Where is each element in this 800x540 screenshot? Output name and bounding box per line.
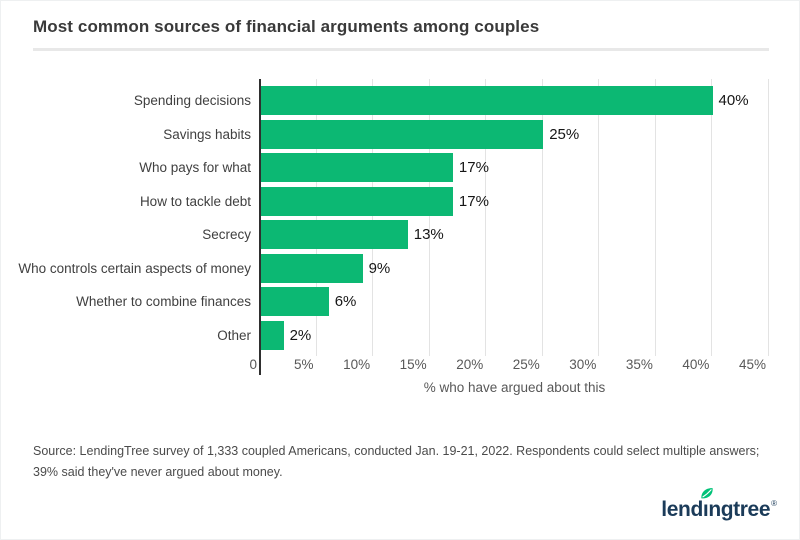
bar-row: 13% (261, 220, 769, 254)
bar (261, 119, 544, 149)
logo-letter-i: ı (701, 488, 713, 522)
bar (261, 287, 329, 316)
leaf-icon (701, 488, 713, 499)
bar-row: 17% (261, 153, 769, 187)
gridline (654, 79, 656, 356)
gridline (315, 79, 317, 356)
x-tick-label: 5% (294, 357, 314, 372)
lendingtree-logo: lend ı ngtree ® (661, 488, 777, 522)
value-label: 17% (458, 192, 489, 210)
category-label: Whether to combine finances (76, 294, 251, 309)
gridline (372, 79, 374, 356)
x-tick-label: 10% (343, 357, 371, 372)
gridline (711, 79, 713, 356)
x-axis-tick-row: 0 5% 10% 15% 20% 25% 30% 35% 40% 45% (249, 357, 769, 375)
value-label: 13% (413, 226, 444, 243)
bar-row: 9% (261, 253, 769, 288)
value-label: 40% (718, 92, 749, 109)
source-note: Source: LendingTree survey of 1,333 coup… (33, 441, 781, 482)
category-label: Savings habits (163, 126, 251, 142)
registered-mark: ® (771, 499, 777, 508)
category-label: Spending decisions (133, 93, 251, 108)
bar-row: 40% (261, 86, 769, 120)
bar (261, 186, 453, 216)
x-tick-label: 0 (249, 357, 257, 372)
y-axis-line (259, 79, 261, 375)
bar-row: 6% (261, 287, 769, 321)
value-label: 6% (334, 293, 357, 310)
x-tick-label: 40% (682, 357, 710, 372)
x-tick-label: 15% (399, 357, 427, 372)
logo-text-post: ngtree (708, 498, 771, 521)
gridline (485, 79, 487, 356)
category-label: How to tackle debt (139, 193, 251, 209)
bar-row: 2% (261, 320, 769, 355)
chart-title: Most common sources of financial argumen… (33, 17, 540, 36)
x-tick-label: 45% (738, 357, 766, 372)
category-label: Who pays for what (139, 160, 251, 175)
category-label: Other (217, 327, 251, 343)
logo-text-pre: lend (661, 498, 703, 521)
source-note-line2: 39% said they've never argued about mone… (33, 464, 283, 479)
x-tick-label: 35% (625, 357, 653, 372)
gridline (768, 79, 769, 356)
value-label: 2% (289, 326, 312, 344)
bar (261, 220, 408, 249)
category-label: Who controls certain aspects of money (18, 260, 251, 276)
gridline (598, 79, 600, 356)
bar (261, 320, 284, 350)
gridline (428, 79, 430, 356)
gridline (541, 79, 543, 356)
bar-row: 25% (261, 119, 769, 154)
category-label: Secrecy (202, 227, 251, 242)
value-label: 9% (368, 259, 391, 277)
x-axis-label: % who have argued about this (423, 380, 606, 395)
value-label: 25% (549, 125, 580, 143)
bars-column: 40% 25% 17% 17% 13% 9% 6% 2% (261, 86, 769, 354)
x-tick-label: 25% (512, 357, 540, 372)
x-tick-label: 20% (456, 357, 484, 372)
source-note-line1: Source: LendingTree survey of 1,333 coup… (33, 444, 760, 458)
title-divider (33, 48, 769, 51)
x-tick-label: 30% (569, 357, 597, 372)
category-labels-column: Spending decisions Savings habits Who pays… (1, 86, 251, 354)
value-label: 17% (458, 159, 489, 176)
plot-area (260, 79, 769, 356)
bar (261, 153, 453, 182)
bar (261, 253, 363, 283)
bar (261, 86, 713, 115)
bar-row: 17% (261, 186, 769, 221)
logo-letter-i-glyph: ı (702, 498, 709, 521)
